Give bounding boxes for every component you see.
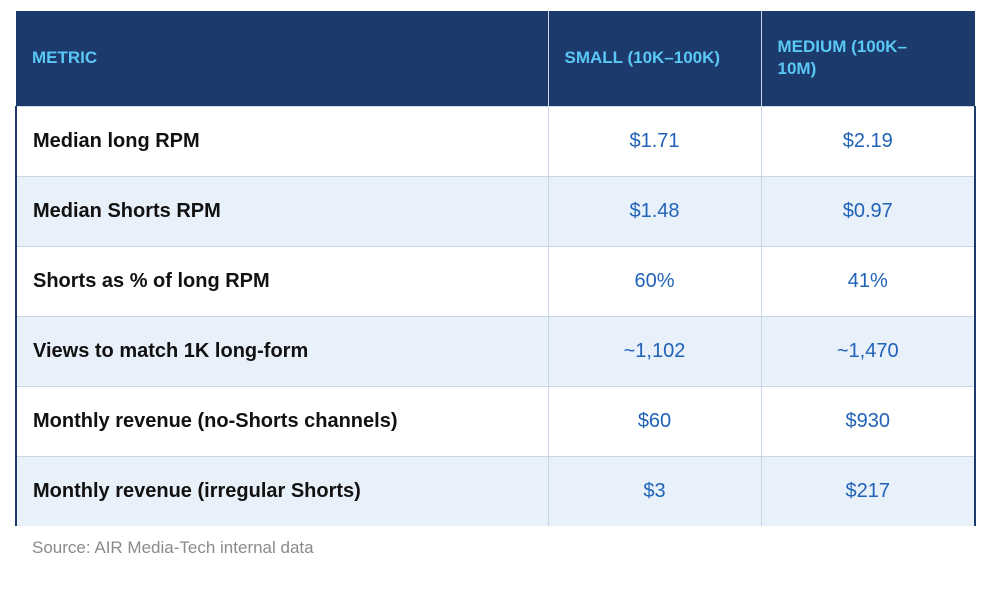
metric-cell: Median Shorts RPM	[15, 175, 548, 246]
table-row: Views to match 1K long-form ~1,102 ~1,47…	[15, 315, 976, 386]
data-table-container: METRIC SMALL (10K–100K) MEDIUM (100K–10M…	[15, 11, 976, 526]
header-metric: METRIC	[32, 48, 98, 68]
header-row: METRIC SMALL (10K–100K) MEDIUM (100K–10M…	[16, 11, 975, 106]
rpm-comparison-table: METRIC SMALL (10K–100K) MEDIUM (100K–10M…	[15, 11, 976, 526]
source-note: Source: AIR Media-Tech internal data	[32, 538, 314, 557]
metric-cell: Views to match 1K long-form	[15, 315, 548, 386]
small-value-cell: 60%	[547, 245, 761, 316]
table-row: Shorts as % of long RPM 60% 41%	[15, 245, 976, 316]
metric-cell: Median long RPM	[15, 105, 548, 176]
table-row: Median long RPM $1.71 $2.19	[15, 105, 976, 176]
medium-value-cell: ~1,470	[760, 315, 976, 386]
metric-cell: Monthly revenue (no-Shorts channels)	[15, 385, 548, 456]
table-row: Monthly revenue (no-Shorts channels) $60…	[15, 385, 976, 456]
table-row: Median Shorts RPM $1.48 $0.97	[15, 175, 976, 246]
small-value-cell: $3	[547, 455, 761, 526]
medium-value-cell: 41%	[760, 245, 976, 316]
medium-value-cell: $930	[760, 385, 976, 456]
small-value-cell: $1.71	[547, 105, 761, 176]
table-row: Monthly revenue (irregular Shorts) $3 $2…	[15, 455, 976, 526]
table-body: Median long RPM $1.71 $2.19 Median Short…	[15, 105, 976, 526]
metric-cell: Monthly revenue (irregular Shorts)	[15, 455, 548, 526]
table-header: METRIC SMALL (10K–100K) MEDIUM (100K–10M…	[16, 11, 975, 106]
small-value-cell: $60	[547, 385, 761, 456]
medium-value-cell: $2.19	[760, 105, 976, 176]
metric-cell: Shorts as % of long RPM	[15, 245, 548, 316]
small-value-cell: ~1,102	[547, 315, 761, 386]
header-medium: MEDIUM (100K–10M)	[760, 11, 975, 106]
medium-value-cell: $0.97	[760, 175, 976, 246]
header-small: SMALL (10K–100K)	[547, 11, 761, 106]
medium-value-cell: $217	[760, 455, 976, 526]
small-value-cell: $1.48	[547, 175, 761, 246]
